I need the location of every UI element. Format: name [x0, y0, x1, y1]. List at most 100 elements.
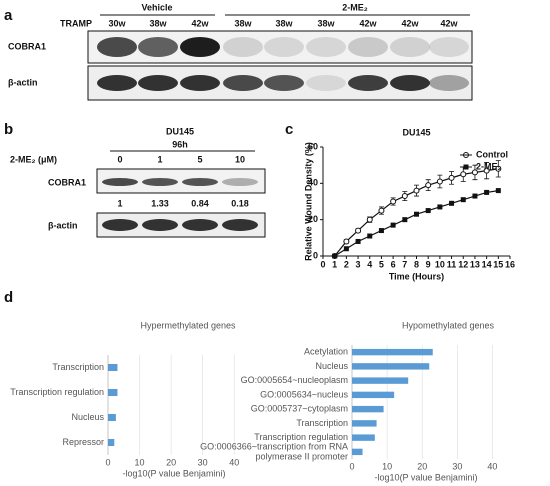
band	[390, 37, 430, 57]
x-tick-label: 14	[482, 259, 492, 269]
point	[355, 238, 361, 244]
band	[222, 178, 258, 186]
x-tick-label: 15	[493, 259, 503, 269]
band	[390, 75, 430, 91]
x-tick-label: 40	[229, 457, 239, 467]
quantification: 1	[117, 198, 122, 208]
category-label: GO:0005654~nucleoplasm	[241, 375, 348, 385]
y-tick-label: 0	[313, 250, 318, 260]
x-tick-label: 30	[198, 457, 208, 467]
point	[413, 187, 420, 194]
panel-letter: a	[4, 7, 13, 24]
band	[306, 75, 346, 91]
y-tick-label: 20	[308, 214, 318, 224]
bar	[352, 391, 395, 399]
quantification: 0.18	[231, 198, 249, 208]
bar	[352, 434, 375, 441]
point	[378, 207, 385, 214]
point	[390, 222, 396, 228]
x-tick-label: 4	[367, 259, 372, 269]
legend-label: Control	[476, 149, 508, 159]
category-label: GO:0005737~cytoplasm	[251, 404, 348, 414]
cell-line: DU145	[166, 126, 194, 136]
row-label: COBRA1	[8, 41, 46, 51]
x-tick-label: 40	[487, 461, 497, 471]
panel-letter: d	[4, 289, 13, 306]
lane-label: 42w	[401, 18, 419, 28]
point	[355, 227, 362, 234]
point	[366, 216, 373, 223]
x-axis-label: -log10(P value Benjamini)	[375, 472, 478, 482]
legend-label: 2-ME₂	[476, 161, 502, 171]
band	[222, 219, 258, 231]
band	[348, 37, 388, 57]
chart-title: Hypermethylated genes	[140, 320, 236, 330]
lane-label: 30w	[108, 18, 126, 28]
bar	[352, 405, 384, 413]
band	[429, 37, 469, 57]
lane-label: 42w	[359, 18, 377, 28]
x-axis-label: -log10(P value Benjamini)	[123, 468, 226, 478]
x-tick-label: 10	[382, 461, 392, 471]
category-label: Acetylation	[304, 347, 348, 357]
point	[332, 253, 338, 259]
band	[223, 75, 263, 91]
treatment-label: 2-ME₂ (μM)	[10, 154, 57, 164]
lane-label: 38w	[234, 18, 252, 28]
band	[180, 37, 220, 57]
x-tick-label: 0	[349, 461, 354, 471]
x-tick-label: 2	[344, 259, 349, 269]
panel-letter: b	[4, 121, 13, 138]
band	[102, 219, 138, 231]
x-tick-label: 16	[505, 259, 515, 269]
point	[495, 188, 501, 194]
x-tick-label: 20	[417, 461, 427, 471]
category-label: Transcription regulation	[10, 387, 104, 397]
x-tick-label: 3	[356, 259, 361, 269]
bar	[108, 389, 118, 396]
bar	[352, 448, 363, 456]
lane-label: 38w	[317, 18, 335, 28]
y-tick-label: 40	[308, 178, 318, 188]
x-tick-label: 13	[470, 259, 480, 269]
x-tick-label: 11	[447, 259, 457, 269]
band	[348, 75, 388, 91]
point	[402, 217, 408, 223]
band	[223, 37, 263, 57]
band	[138, 37, 178, 57]
band	[264, 75, 304, 91]
point	[472, 193, 478, 199]
group-label: 2-ME₂	[342, 2, 368, 12]
category-label: Nucleus	[71, 412, 104, 422]
lane-label: 42w	[191, 18, 209, 28]
point	[390, 198, 397, 205]
category-label: GO:0006366~transcription from RNA polymer…	[200, 442, 348, 462]
band	[182, 219, 218, 231]
chart-title: Hypomethylated genes	[402, 320, 495, 330]
category-label: Transcription regulation	[254, 432, 348, 442]
dose-label: 10	[235, 154, 245, 164]
bar	[352, 420, 377, 427]
point	[483, 167, 490, 174]
band	[97, 37, 137, 57]
point	[414, 211, 419, 217]
dose-label: 0	[117, 154, 122, 164]
x-tick-label: 8	[414, 259, 419, 269]
y-tick-label: 60	[308, 141, 318, 151]
point	[448, 174, 455, 181]
quantification: 1.33	[151, 198, 169, 208]
bar	[108, 364, 118, 371]
x-tick-label: 6	[391, 259, 396, 269]
band	[102, 178, 138, 186]
point	[495, 165, 502, 172]
x-tick-label: 10	[435, 259, 445, 269]
point	[437, 204, 443, 210]
point	[343, 246, 349, 252]
x-tick-label: 12	[458, 259, 468, 269]
point	[378, 228, 384, 234]
x-tick-label: 1	[332, 259, 337, 269]
chart-title: DU145	[402, 127, 430, 137]
time: 96h	[172, 139, 188, 149]
y-axis-label: Relative Wound Density (%)	[303, 142, 313, 261]
